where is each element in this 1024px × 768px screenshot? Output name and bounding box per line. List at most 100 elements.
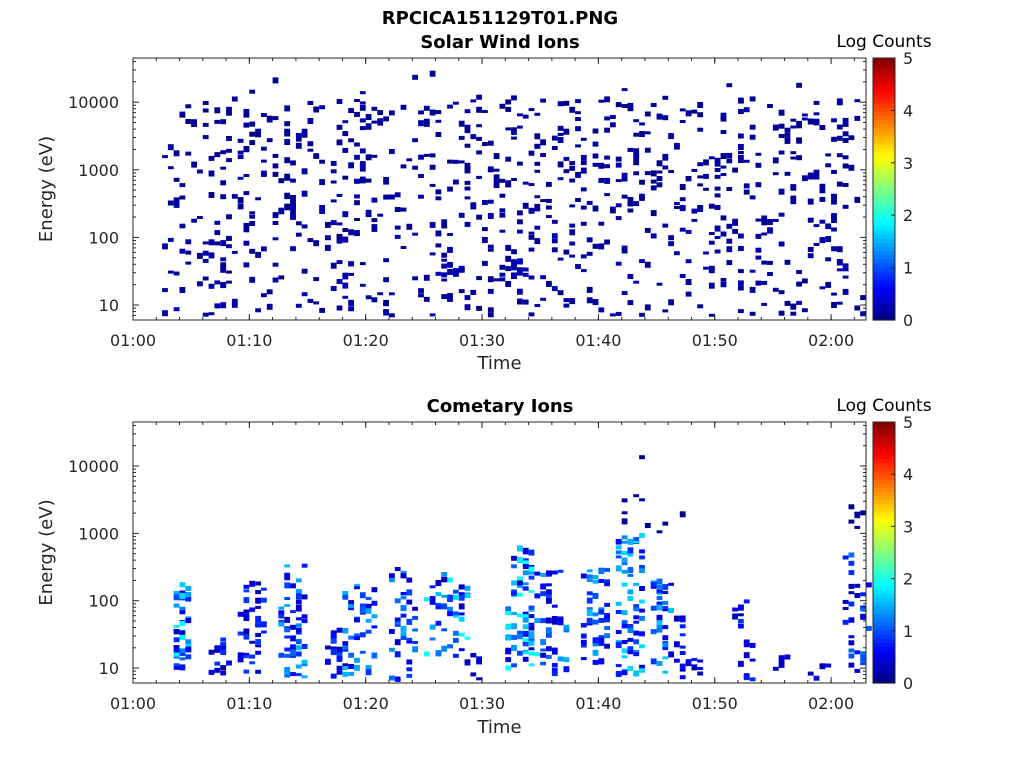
heatmap-cell xyxy=(528,636,535,642)
colorbar-segment xyxy=(873,674,895,680)
heatmap-cell xyxy=(842,183,849,187)
colorbar-segment xyxy=(873,422,895,427)
heatmap-cell xyxy=(470,202,477,207)
colorbar-segment xyxy=(873,487,895,492)
heatmap-cell xyxy=(394,651,401,658)
heatmap-cell xyxy=(441,219,448,225)
heatmap-cell xyxy=(662,642,669,648)
heatmap-cell xyxy=(493,153,500,160)
heatmap-cell xyxy=(604,615,610,620)
heatmap-cell xyxy=(592,141,599,147)
heatmap-cell xyxy=(796,82,802,88)
heatmap-cell xyxy=(348,261,354,267)
heatmap-cell xyxy=(208,252,215,259)
heatmap-cell xyxy=(208,283,215,289)
heatmap-cell xyxy=(412,628,418,632)
heatmap-cell xyxy=(662,607,669,612)
heatmap-cell xyxy=(290,246,296,252)
heatmap-cell xyxy=(551,667,558,674)
heatmap-cell xyxy=(627,147,634,152)
heatmap-cell xyxy=(313,301,320,305)
heatmap-cell xyxy=(546,205,552,210)
heatmap-cell xyxy=(761,215,768,221)
heatmap-cell xyxy=(284,175,291,181)
heatmap-cell xyxy=(674,251,680,256)
colorbar-segment xyxy=(873,491,895,497)
heatmap-cell xyxy=(336,646,343,651)
heatmap-cell xyxy=(627,650,634,655)
colorbar-segment xyxy=(873,523,895,529)
heatmap-cell xyxy=(714,225,721,230)
heatmap-cell xyxy=(697,206,704,212)
colorbar-segment xyxy=(873,287,895,292)
heatmap-cell xyxy=(249,131,256,137)
heatmap-cell xyxy=(435,189,442,195)
heatmap-cell xyxy=(685,229,692,234)
heatmap-cell xyxy=(522,624,529,630)
heatmap-cell xyxy=(679,668,686,672)
heatmap-cell xyxy=(348,671,354,676)
heatmap-cell xyxy=(476,94,482,100)
heatmap-cell xyxy=(365,618,372,623)
heatmap-cell xyxy=(598,637,605,644)
heatmap-cell xyxy=(639,498,645,502)
heatmap-cell xyxy=(528,589,535,593)
heatmap-cell xyxy=(674,142,680,147)
heatmap-cell xyxy=(551,663,558,667)
heatmap-cell xyxy=(674,658,680,663)
heatmap-cell xyxy=(429,221,436,228)
heatmap-cell xyxy=(633,604,640,610)
heatmap-cell xyxy=(394,617,401,622)
heatmap-cell xyxy=(575,144,581,148)
heatmap-cell xyxy=(307,101,314,105)
heatmap-cell xyxy=(708,265,715,271)
colorbar-segment xyxy=(873,556,895,562)
heatmap-cell xyxy=(732,221,738,226)
heatmap-cell xyxy=(703,187,709,191)
heatmap-cell xyxy=(528,207,535,214)
heatmap-cell xyxy=(691,664,698,671)
heatmap-cell xyxy=(208,170,215,177)
heatmap-cell xyxy=(738,623,744,629)
heatmap-cell xyxy=(738,133,744,139)
heatmap-cell xyxy=(266,115,273,121)
heatmap-cell xyxy=(278,621,285,627)
heatmap-cell xyxy=(633,201,640,207)
heatmap-cell xyxy=(197,216,203,219)
heatmap-cell xyxy=(441,603,448,610)
heatmap-cell xyxy=(534,652,541,657)
heatmap-cell xyxy=(435,132,442,137)
heatmap-cell xyxy=(336,124,343,130)
heatmap-cell xyxy=(464,127,471,134)
heatmap-cell xyxy=(301,190,308,197)
heatmap-cell xyxy=(592,299,599,303)
colorbar-segment xyxy=(873,229,895,235)
colorbar-segment xyxy=(873,303,895,309)
heatmap-cell xyxy=(220,150,227,155)
colorbar-segment xyxy=(873,262,895,268)
heatmap-cell xyxy=(371,600,378,606)
colorbar-segment xyxy=(873,193,895,198)
heatmap-cell xyxy=(755,162,762,168)
heatmap-cell xyxy=(365,178,372,183)
heatmap-cell xyxy=(621,623,628,628)
heatmap-cell xyxy=(551,286,558,292)
heatmap-cell xyxy=(295,651,302,657)
colorbar-segment xyxy=(873,74,895,80)
heatmap-cell xyxy=(295,133,302,137)
heatmap-cell xyxy=(639,549,645,554)
colorbar-segment xyxy=(873,470,895,476)
heatmap-cell xyxy=(336,627,343,633)
heatmap-cell xyxy=(301,618,308,623)
heatmap-cell xyxy=(563,666,570,673)
heatmap-cell xyxy=(359,283,366,287)
heatmap-cell xyxy=(749,96,756,102)
heatmap-cell xyxy=(522,656,529,662)
heatmap-cell xyxy=(517,258,523,265)
heatmap-cell xyxy=(621,655,628,659)
heatmap-cell xyxy=(255,590,261,595)
heatmap-cell xyxy=(319,105,325,110)
colorbar-tick-label: 1 xyxy=(903,622,913,641)
colorbar-segment xyxy=(873,670,895,676)
heatmap-cell xyxy=(633,157,640,163)
